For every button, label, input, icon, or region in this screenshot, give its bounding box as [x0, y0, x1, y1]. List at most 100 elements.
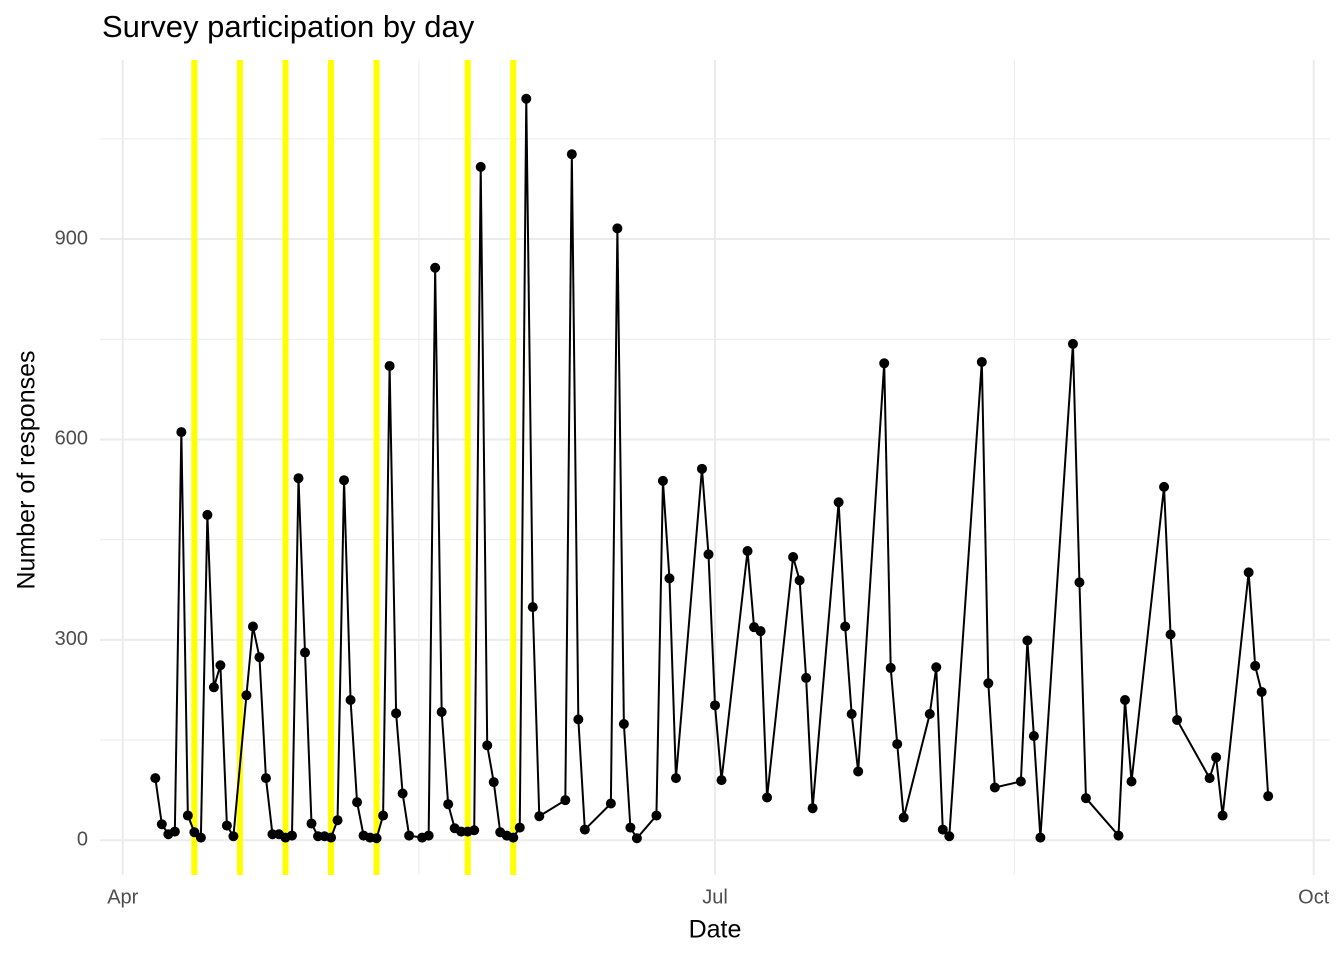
data-point [853, 766, 864, 777]
data-point [618, 719, 629, 730]
data-point [514, 822, 525, 833]
data-point [924, 709, 935, 720]
data-point [352, 797, 363, 808]
data-point [482, 740, 493, 751]
data-point [703, 549, 714, 560]
data-point [1204, 773, 1215, 784]
data-point [397, 788, 408, 799]
data-point [807, 803, 818, 814]
data-point [651, 810, 662, 821]
data-point [944, 831, 955, 842]
data-point [339, 475, 350, 486]
data-point [794, 575, 805, 586]
data-point [293, 473, 304, 484]
data-point [1243, 567, 1254, 578]
data-point [371, 833, 382, 844]
data-point [670, 773, 681, 784]
data-point [898, 812, 909, 823]
data-point [1015, 776, 1026, 787]
data-point [625, 822, 636, 833]
data-point [260, 773, 271, 784]
data-point [566, 149, 577, 160]
data-point [202, 509, 213, 520]
data-point [228, 831, 239, 842]
y-tick-label: 900 [55, 227, 88, 249]
data-point [247, 621, 258, 632]
data-point [150, 773, 161, 784]
data-point [1217, 810, 1228, 821]
data-point [384, 360, 395, 371]
data-point [195, 832, 206, 843]
data-point [1172, 715, 1183, 726]
data-point [176, 427, 187, 438]
data-point [989, 782, 1000, 793]
data-point [182, 810, 193, 821]
data-point [469, 825, 480, 836]
data-point [488, 777, 499, 788]
data-point [221, 820, 232, 831]
data-point [332, 815, 343, 826]
data-point [534, 811, 545, 822]
data-point [1080, 793, 1091, 804]
data-point [762, 792, 773, 803]
data-point [1256, 686, 1267, 697]
data-point [579, 824, 590, 835]
y-tick-label: 600 [55, 428, 88, 450]
data-point [657, 475, 668, 486]
data-point [1028, 731, 1039, 742]
data-point [1035, 832, 1046, 843]
data-point [605, 798, 616, 809]
x-axis-label: Date [689, 916, 742, 944]
data-point [1120, 694, 1130, 705]
data-point [306, 818, 317, 829]
data-point [169, 826, 180, 837]
data-point [1074, 577, 1085, 588]
data-point [573, 714, 584, 725]
data-point [391, 708, 402, 719]
data-point [937, 824, 948, 835]
data-point [879, 358, 890, 369]
data-point [696, 463, 707, 474]
data-point [1165, 629, 1176, 640]
data-point [560, 795, 571, 806]
data-point [788, 552, 799, 563]
data-point [241, 690, 252, 701]
data-point [716, 775, 727, 786]
data-point [1022, 635, 1033, 646]
data-point [254, 652, 265, 663]
x-tick-label: Oct [1298, 886, 1330, 908]
data-point [156, 819, 167, 830]
data-point [326, 832, 337, 843]
data-point [612, 223, 623, 234]
data-point [508, 832, 519, 843]
x-tick-label: Jul [702, 886, 728, 908]
data-point [1067, 338, 1078, 349]
data-line [154, 98, 1270, 840]
data-point [931, 662, 942, 673]
data-point [1263, 791, 1274, 802]
data-point [1113, 830, 1124, 841]
data-point [208, 682, 219, 693]
data-point [1126, 776, 1137, 787]
data-point [521, 93, 532, 104]
data-point [755, 626, 766, 637]
data-point [801, 672, 812, 683]
data-point [430, 262, 441, 273]
x-tick-label: Apr [107, 886, 138, 908]
data-point [286, 830, 297, 841]
data-point [215, 660, 226, 671]
data-point [840, 621, 851, 632]
data-point [527, 602, 538, 613]
data-point [443, 799, 454, 810]
data-point [710, 700, 720, 711]
data-point [345, 694, 356, 705]
data-point [423, 830, 434, 841]
data-point [742, 546, 753, 557]
data-point [1211, 752, 1222, 763]
data-point [664, 573, 675, 584]
chart-title: Survey participation by day [102, 9, 475, 44]
data-point [404, 830, 415, 841]
data-point [1159, 481, 1170, 492]
data-point [846, 709, 857, 720]
